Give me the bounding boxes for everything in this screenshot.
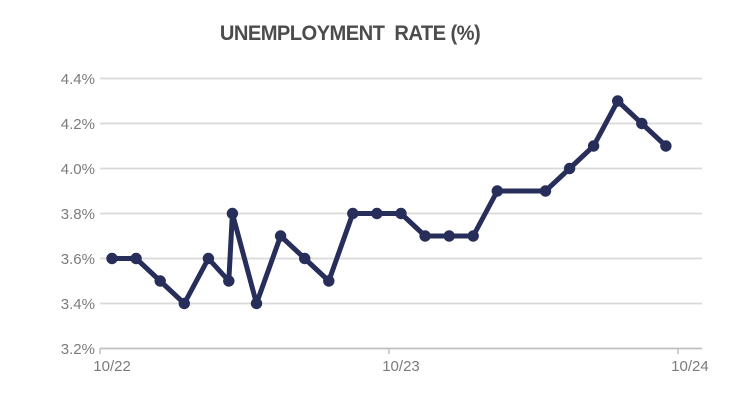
data-point-marker (202, 252, 215, 265)
y-tick-label: 3.4% (61, 296, 95, 313)
y-tick-label: 4.0% (61, 161, 95, 178)
data-point-marker (491, 185, 503, 197)
x-tick-label: 10/24 (671, 358, 709, 375)
data-point-marker (443, 230, 455, 242)
data-point-marker (563, 162, 576, 175)
y-tick-label: 4.2% (61, 116, 95, 133)
series-line (109, 98, 669, 306)
chart-title: UNEMPLOYMENT RATE (%) (219, 22, 481, 45)
data-point-marker (274, 230, 287, 242)
data-point-marker (106, 252, 118, 265)
data-point-marker (347, 207, 359, 220)
data-point-marker (371, 207, 383, 220)
x-tick-label: 10/22 (93, 358, 131, 375)
y-tick-label: 3.2% (61, 341, 95, 358)
data-point-marker (250, 297, 263, 310)
data-point-marker (612, 95, 624, 107)
data-point-marker (539, 185, 552, 197)
y-tick-label: 4.4% (61, 71, 95, 88)
data-point-marker (226, 207, 239, 220)
data-point-marker (178, 297, 190, 310)
data-point-marker (395, 207, 407, 220)
y-tick-label: 3.6% (61, 251, 95, 268)
data-point-marker (587, 140, 600, 152)
y-tick-label: 3.8% (61, 206, 95, 223)
x-tick-label: 10/23 (382, 358, 420, 375)
data-point-marker (323, 275, 335, 287)
data-point-marker (467, 230, 479, 242)
data-point-marker (636, 117, 648, 130)
data-point-marker (223, 275, 235, 287)
data-point-marker (130, 252, 142, 265)
data-point-marker (660, 140, 672, 152)
data-point-marker (154, 275, 166, 287)
data-point-marker (299, 252, 311, 265)
data-point-marker (419, 230, 431, 242)
